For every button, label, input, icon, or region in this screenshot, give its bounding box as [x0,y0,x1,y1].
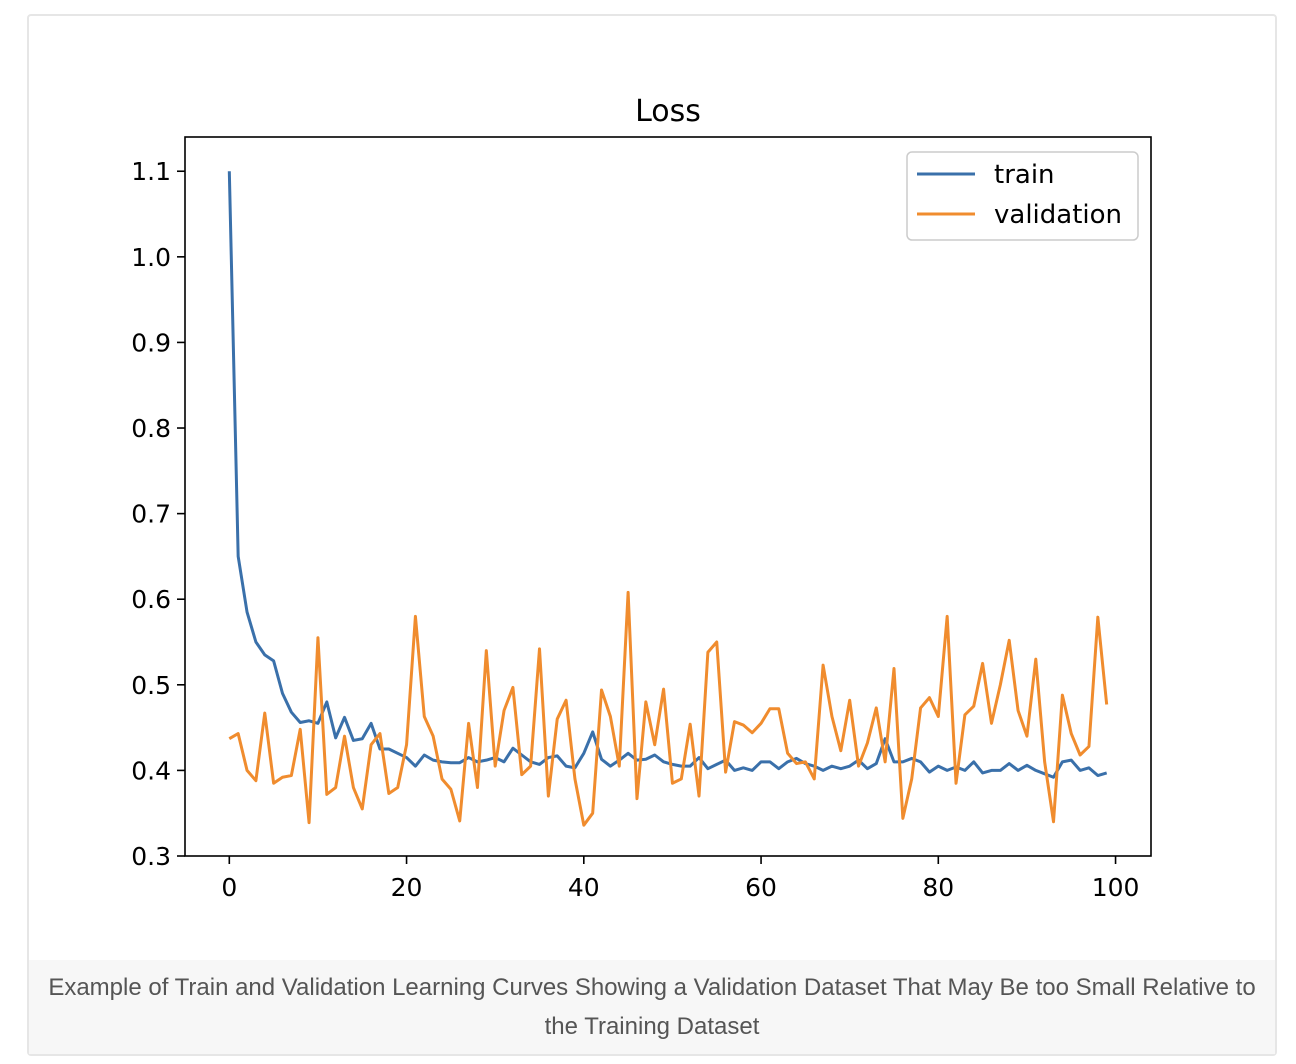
series-line-train [227,171,1108,779]
y-tick-label: 0.6 [131,585,171,614]
series-line-validation [228,590,1109,827]
y-tick-label: 0.3 [131,842,171,871]
x-tick-label: 100 [1092,873,1140,902]
y-tick-label: 1.0 [131,243,171,272]
x-tick-label: 40 [568,873,600,902]
y-tick-label: 1.1 [131,157,171,186]
plot-area [184,136,1152,857]
x-tick-label: 0 [221,873,237,902]
legend: train validation [906,151,1139,241]
legend-label-train: train [994,160,1055,190]
y-tick-label: 0.8 [131,414,171,443]
x-tick-label: 80 [922,873,954,902]
x-tick-label: 60 [745,873,777,902]
loss-chart: Loss 0 20 40 60 80 100 0.3 0.4 0.5 0.6 0.7 0.8 0.9 1.… [131,94,1152,902]
y-tick-label: 0.5 [131,671,171,700]
figure-caption: Example of Train and Validation Learning… [29,960,1275,1054]
y-tick-label: 0.7 [131,500,171,529]
x-tick-label: 20 [391,873,423,902]
y-tick-label: 0.9 [131,328,171,357]
chart-title: Loss [635,94,701,129]
y-tick-label: 0.4 [131,756,171,785]
legend-label-validation: validation [994,200,1122,230]
